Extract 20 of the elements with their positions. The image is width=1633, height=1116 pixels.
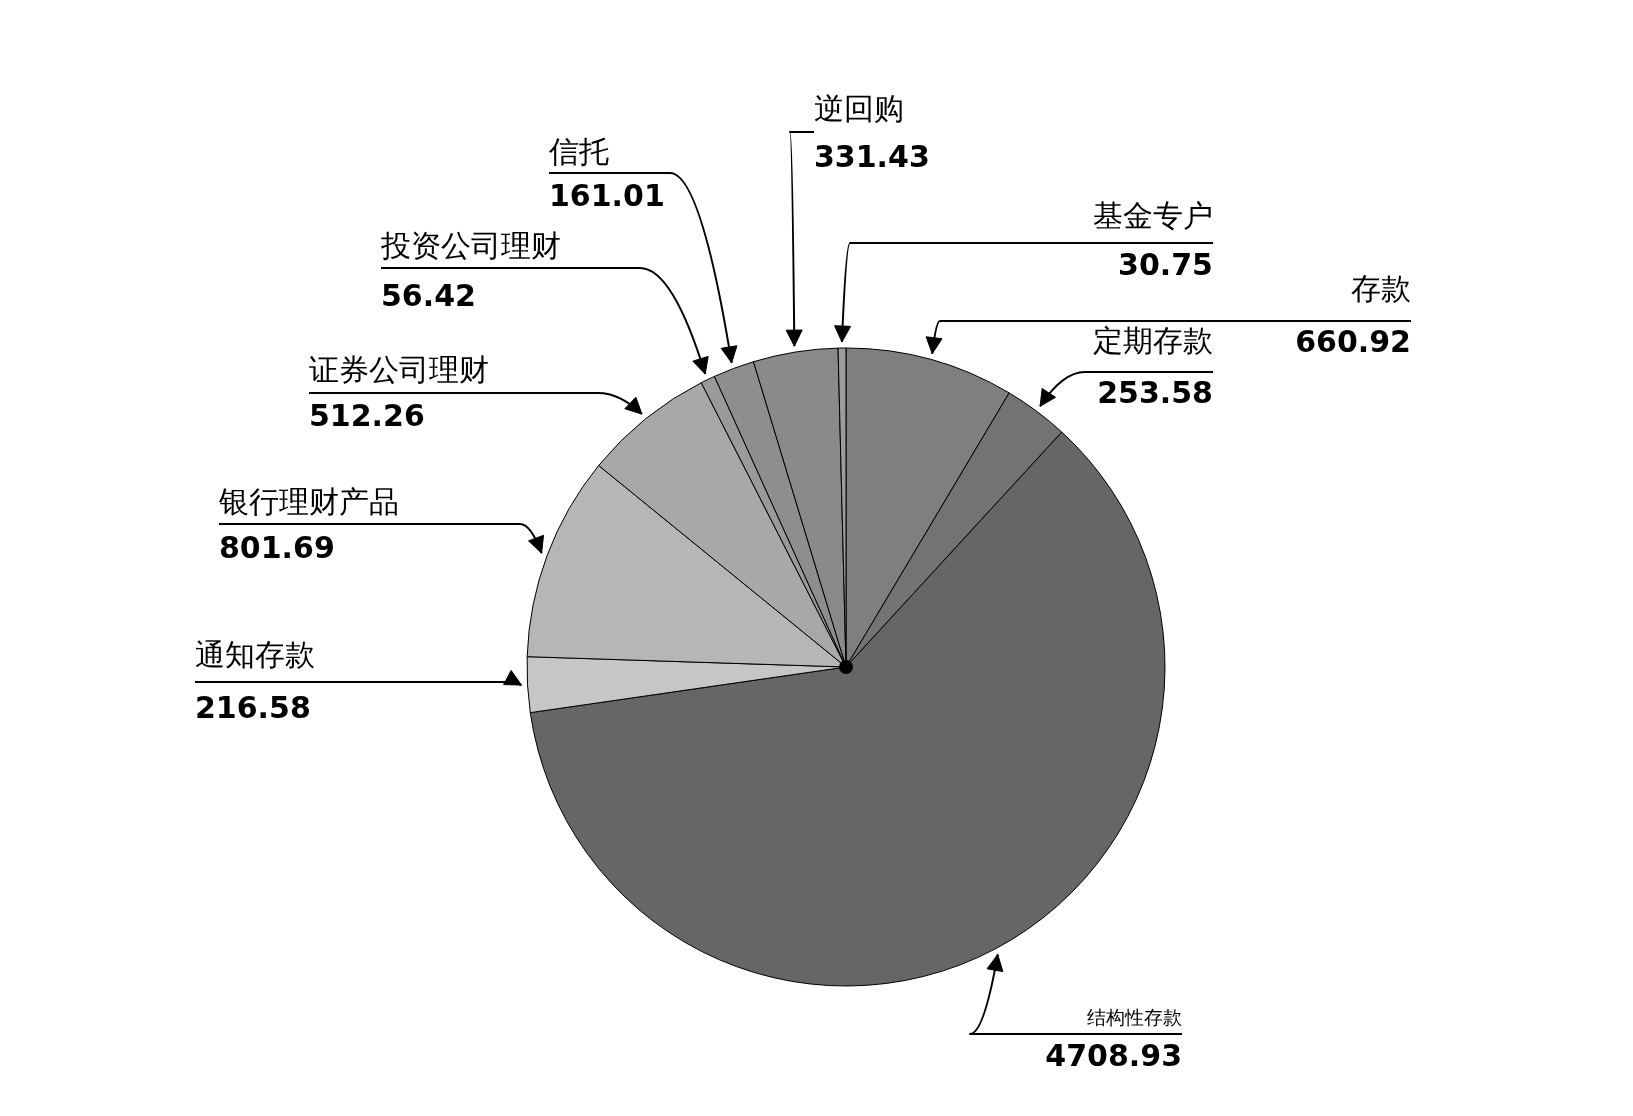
data-label: 30.75 — [1118, 247, 1213, 282]
slice-label: 结构性存款 — [1087, 1006, 1182, 1028]
slice-label: 定期存款 — [1093, 323, 1213, 358]
slice-label: 证券公司理财 — [309, 352, 489, 387]
slice-label: 存款 — [1351, 271, 1411, 306]
data-label: 4708.93 — [1045, 1038, 1182, 1073]
data-label: 253.58 — [1097, 375, 1213, 410]
slice-label: 投资公司理财 — [380, 228, 561, 263]
slice-label: 通知存款 — [195, 637, 315, 672]
data-label: 512.26 — [309, 398, 425, 433]
slice-label: 银行理财产品 — [218, 484, 399, 519]
data-label: 331.43 — [814, 139, 930, 174]
data-label: 660.92 — [1295, 324, 1411, 359]
slice-label: 基金专户 — [1093, 198, 1213, 233]
data-label: 161.01 — [549, 178, 665, 213]
data-label: 56.42 — [381, 278, 476, 313]
data-label: 801.69 — [219, 530, 335, 565]
slice-label: 逆回购 — [814, 91, 904, 126]
slice-label: 信托 — [549, 134, 609, 169]
data-label: 216.58 — [195, 690, 311, 725]
